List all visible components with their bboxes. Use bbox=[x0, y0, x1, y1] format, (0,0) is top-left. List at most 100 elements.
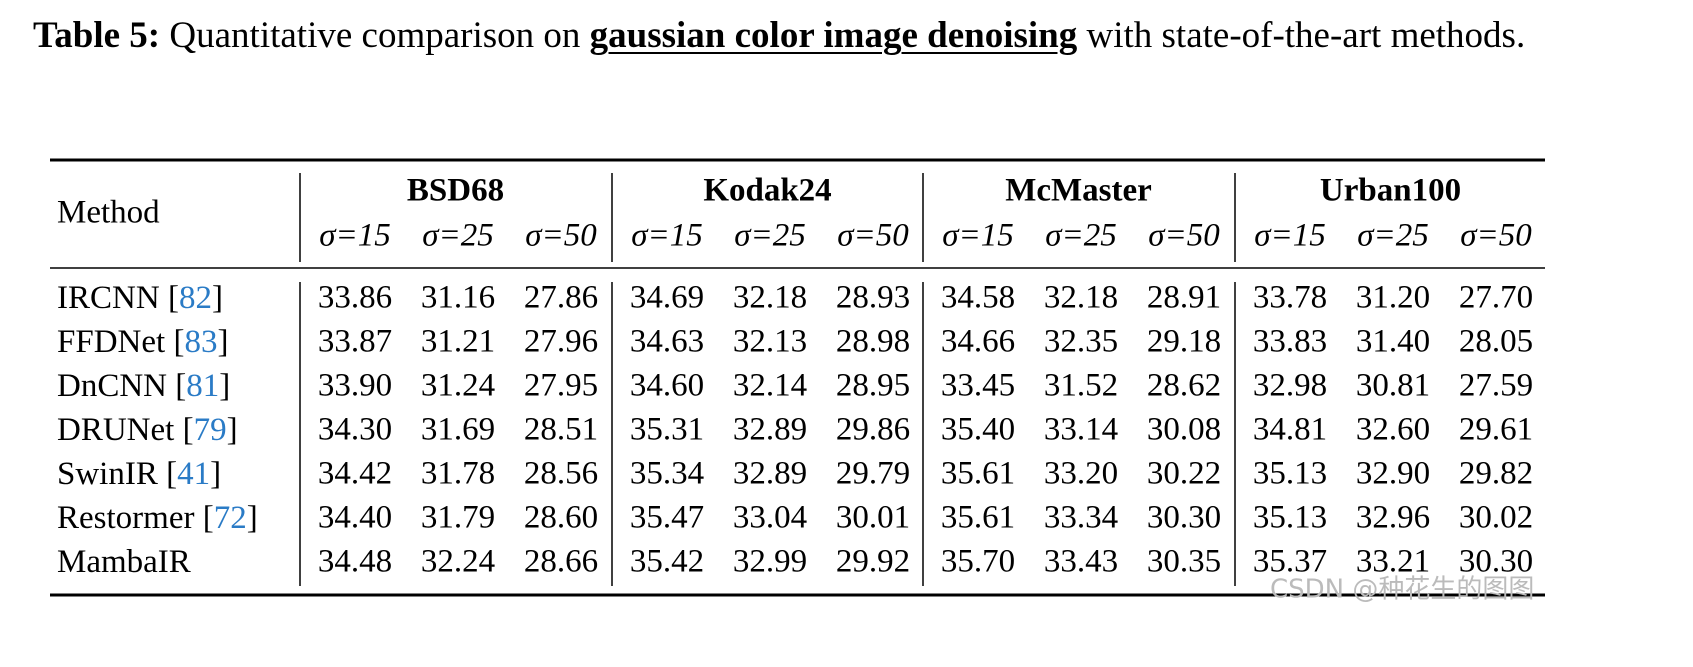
citation: 79 bbox=[194, 412, 227, 448]
cell-value: 35.61 bbox=[941, 500, 1015, 536]
sigma-label: σ=15 bbox=[631, 218, 703, 254]
cell-value: 29.82 bbox=[1459, 456, 1533, 492]
caption-emphasis: gaussian color image denoising bbox=[589, 15, 1078, 56]
method-label: MambaIR bbox=[57, 544, 191, 580]
cell-value: 29.61 bbox=[1459, 412, 1533, 448]
cell-value: 27.70 bbox=[1459, 280, 1533, 316]
bracket: ] bbox=[210, 456, 221, 492]
bracket: [ bbox=[158, 456, 177, 492]
cell-value: 30.22 bbox=[1147, 456, 1221, 492]
sigma-label: σ=50 bbox=[525, 218, 597, 254]
cell-value: 35.61 bbox=[941, 456, 1015, 492]
sigma-label: σ=25 bbox=[734, 218, 806, 254]
sigma-label: σ=15 bbox=[942, 218, 1014, 254]
cell-value: 35.31 bbox=[630, 412, 704, 448]
cell-value: 35.13 bbox=[1253, 500, 1327, 536]
caption: Table 5: Quantitative comparison on gaus… bbox=[33, 12, 1563, 60]
method-name: IRCNN [82] bbox=[57, 280, 223, 316]
cell-value: 34.63 bbox=[630, 324, 704, 360]
bracket: ] bbox=[219, 368, 230, 404]
method-label: Restormer bbox=[57, 500, 194, 536]
sigma-label: σ=25 bbox=[1357, 218, 1429, 254]
cell-value: 34.66 bbox=[941, 324, 1015, 360]
cell-value: 33.83 bbox=[1253, 324, 1327, 360]
caption-label: Table 5: bbox=[33, 15, 161, 56]
method-name: FFDNet [83] bbox=[57, 324, 228, 360]
method-name: Restormer [72] bbox=[57, 500, 258, 536]
citation: 83 bbox=[184, 324, 217, 360]
method-name: SwinIR [41] bbox=[57, 456, 221, 492]
cell-value: 32.35 bbox=[1044, 324, 1118, 360]
cell-value: 33.78 bbox=[1253, 280, 1327, 316]
cell-value: 32.18 bbox=[733, 280, 807, 316]
method-label: IRCNN bbox=[57, 280, 160, 316]
cell-value: 32.14 bbox=[733, 368, 807, 404]
sigma-label: σ=15 bbox=[1254, 218, 1326, 254]
cell-value: 32.96 bbox=[1356, 500, 1430, 536]
cell-value: 27.95 bbox=[524, 368, 598, 404]
cell-value: 31.20 bbox=[1356, 280, 1430, 316]
cell-value: 32.89 bbox=[733, 412, 807, 448]
cell-value: 35.40 bbox=[941, 412, 1015, 448]
bracket: [ bbox=[174, 412, 193, 448]
cell-value: 34.30 bbox=[318, 412, 392, 448]
cell-value: 28.98 bbox=[836, 324, 910, 360]
cell-value: 27.96 bbox=[524, 324, 598, 360]
method-name: DnCNN [81] bbox=[57, 368, 230, 404]
method-name: MambaIR bbox=[57, 544, 191, 580]
cell-value: 30.30 bbox=[1459, 544, 1533, 580]
bracket: [ bbox=[160, 280, 179, 316]
cell-value: 28.60 bbox=[524, 500, 598, 536]
cell-value: 28.66 bbox=[524, 544, 598, 580]
cell-value: 28.91 bbox=[1147, 280, 1221, 316]
caption-text: Quantitative comparison on bbox=[169, 15, 581, 56]
cell-value: 35.42 bbox=[630, 544, 704, 580]
cell-value: 31.69 bbox=[421, 412, 495, 448]
cell-value: 29.18 bbox=[1147, 324, 1221, 360]
method-name: DRUNet [79] bbox=[57, 412, 238, 448]
citation: 41 bbox=[177, 456, 210, 492]
bracket: [ bbox=[165, 324, 184, 360]
cell-value: 28.93 bbox=[836, 280, 910, 316]
sigma-label: σ=25 bbox=[422, 218, 494, 254]
cell-value: 29.86 bbox=[836, 412, 910, 448]
cell-value: 33.34 bbox=[1044, 500, 1118, 536]
citation: 81 bbox=[186, 368, 219, 404]
bracket: ] bbox=[212, 280, 223, 316]
cell-value: 33.21 bbox=[1356, 544, 1430, 580]
cell-value: 31.24 bbox=[421, 368, 495, 404]
cell-value: 35.47 bbox=[630, 500, 704, 536]
citation: 72 bbox=[214, 500, 247, 536]
cell-value: 31.16 bbox=[421, 280, 495, 316]
cell-value: 27.86 bbox=[524, 280, 598, 316]
sigma-label: σ=50 bbox=[1148, 218, 1220, 254]
cell-value: 35.70 bbox=[941, 544, 1015, 580]
cell-value: 31.40 bbox=[1356, 324, 1430, 360]
dataset-name: Kodak24 bbox=[703, 173, 831, 209]
cell-value: 28.51 bbox=[524, 412, 598, 448]
cell-value: 28.95 bbox=[836, 368, 910, 404]
bracket: [ bbox=[194, 500, 213, 536]
sigma-label: σ=50 bbox=[1460, 218, 1532, 254]
cell-value: 32.60 bbox=[1356, 412, 1430, 448]
cell-value: 34.81 bbox=[1253, 412, 1327, 448]
method-label: FFDNet bbox=[57, 324, 165, 360]
cell-value: 30.08 bbox=[1147, 412, 1221, 448]
cell-value: 32.89 bbox=[733, 456, 807, 492]
cell-value: 28.05 bbox=[1459, 324, 1533, 360]
sigma-label: σ=15 bbox=[319, 218, 391, 254]
method-label: DRUNet bbox=[57, 412, 174, 448]
cell-value: 30.01 bbox=[836, 500, 910, 536]
method-label: DnCNN bbox=[57, 368, 167, 404]
watermark: CSDN @种花生的图图 bbox=[1270, 575, 1534, 605]
cell-value: 32.90 bbox=[1356, 456, 1430, 492]
cell-value: 34.40 bbox=[318, 500, 392, 536]
sigma-label: σ=25 bbox=[1045, 218, 1117, 254]
cell-value: 33.20 bbox=[1044, 456, 1118, 492]
citation: 82 bbox=[179, 280, 212, 316]
cell-value: 28.56 bbox=[524, 456, 598, 492]
cell-value: 28.62 bbox=[1147, 368, 1221, 404]
cell-value: 34.42 bbox=[318, 456, 392, 492]
cell-value: 30.81 bbox=[1356, 368, 1430, 404]
